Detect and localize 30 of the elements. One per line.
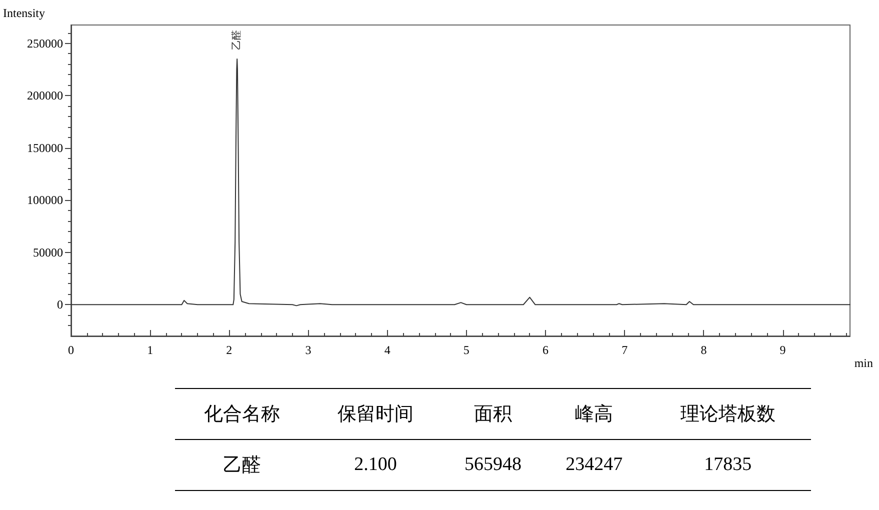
x-axis-title: min [854, 356, 874, 370]
y-tick-label: 100000 [27, 193, 63, 208]
y-tick-label: 200000 [27, 88, 63, 103]
x-tick-label: 3 [305, 343, 312, 357]
x-tick-label: 4 [384, 343, 390, 357]
x-tick-label: 5 [463, 343, 470, 357]
text: 化合名称 [175, 388, 309, 440]
x-tick-label: 1 [147, 343, 154, 357]
x-tick-label: 0 [68, 343, 74, 357]
x-tick-label: 9 [780, 343, 786, 357]
text: 2.100 [308, 440, 442, 490]
y-tick-label: 150000 [27, 140, 63, 155]
x-tick-label: 7 [622, 343, 628, 357]
line-series [70, 58, 850, 306]
x-tick-label: 6 [542, 343, 549, 357]
text: 234247 [544, 440, 645, 490]
text: 乙醛 [175, 440, 309, 490]
text: 565948 [442, 440, 544, 490]
annotation: 乙醛 [230, 30, 243, 50]
y-axis-title: Intensity [3, 6, 45, 20]
x-tick-label: 2 [226, 343, 232, 357]
text: 17835 [644, 440, 811, 490]
y-tick-label: 50000 [33, 245, 63, 260]
y-tick-label: 0 [57, 298, 63, 312]
text: 理论塔板数 [644, 388, 811, 440]
y-tick-label: 250000 [27, 36, 63, 50]
x-tick-label: 8 [700, 343, 707, 357]
text: 保留时间 [308, 388, 442, 440]
text: 面积 [442, 388, 544, 440]
text: 峰高 [544, 388, 645, 440]
